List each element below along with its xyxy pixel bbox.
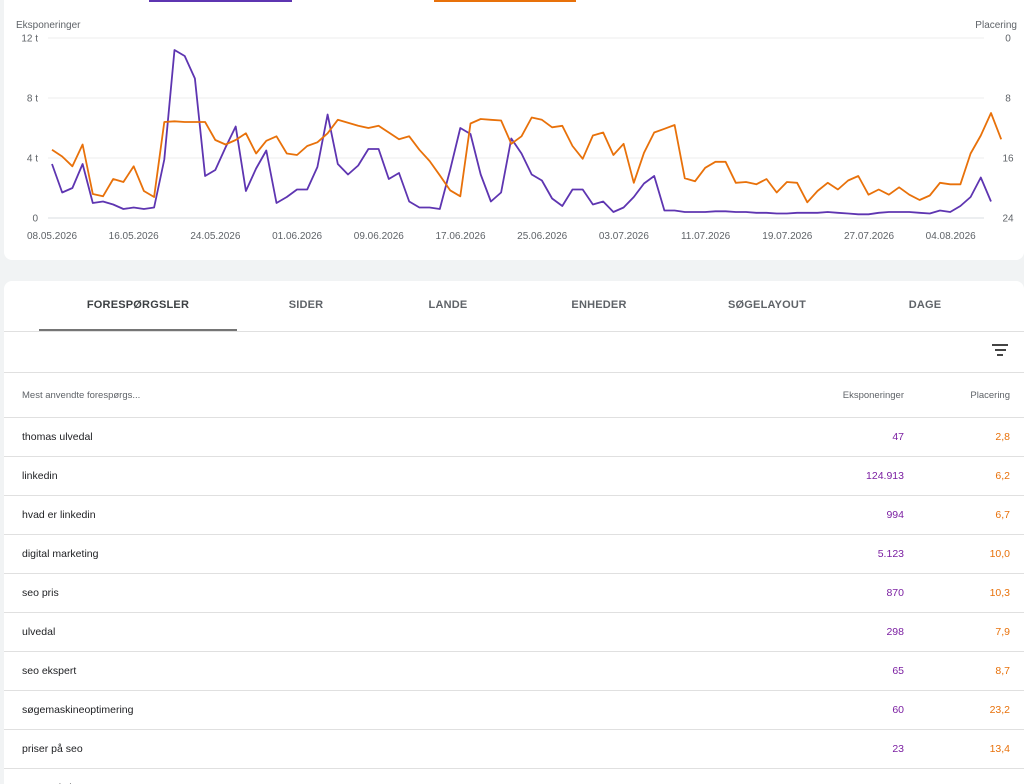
position-cell: 13,4 bbox=[989, 743, 1010, 755]
query-cell: seo pris bbox=[22, 587, 59, 599]
header-impressions[interactable]: Eksponeringer bbox=[842, 390, 904, 401]
header-queries[interactable]: Mest anvendte forespørgs... bbox=[22, 390, 141, 401]
query-cell: linkedin bbox=[22, 470, 58, 482]
filter-bar bbox=[4, 332, 1024, 373]
table-header: Mest anvendte forespørgs... Eksponeringe… bbox=[4, 373, 1024, 418]
right-tick-label: 16 bbox=[1002, 154, 1014, 165]
x-tick-label: 19.07.2026 bbox=[762, 231, 812, 242]
position-cell: 10,0 bbox=[989, 548, 1010, 560]
table-row[interactable]: thomas ulvedal 47 2,8 bbox=[4, 418, 1024, 457]
query-cell: hvad er linkedin bbox=[22, 509, 96, 521]
table-row[interactable]: seo ekspert 65 8,7 bbox=[4, 652, 1024, 691]
impressions-cell: 870 bbox=[886, 587, 904, 599]
x-tick-label: 01.06.2026 bbox=[272, 231, 322, 242]
left-tick-label: 0 bbox=[32, 214, 38, 225]
impressions-cell: 65 bbox=[892, 665, 904, 677]
table-row[interactable]: seo pris 870 10,3 bbox=[4, 574, 1024, 613]
tab-countries[interactable]: LANDE bbox=[428, 299, 468, 311]
table-row[interactable]: priser på seo 23 13,4 bbox=[4, 730, 1024, 769]
dimension-tabs: FORESPØRGSLER SIDER LANDE ENHEDER SØGELA… bbox=[4, 281, 1024, 332]
x-tick-label: 16.05.2026 bbox=[109, 231, 159, 242]
query-cell: ulvedal bbox=[22, 626, 56, 638]
impressions-cell: 5.123 bbox=[877, 548, 904, 560]
right-axis-title: Placering bbox=[975, 20, 1017, 31]
query-cell: seo workshop bbox=[22, 782, 87, 784]
table-body: thomas ulvedal 47 2,8 linkedin 124.913 6,2 hva… bbox=[4, 418, 1024, 784]
position-cell: 2,8 bbox=[995, 431, 1010, 443]
filter-list-icon[interactable] bbox=[992, 344, 1008, 358]
x-tick-label: 08.05.2026 bbox=[27, 231, 77, 242]
position-cell: 23,2 bbox=[989, 704, 1010, 716]
performance-chart-card: 0 24 4 t 16 8 t 8 12 t 0 Eksponeringer Placering 0… bbox=[4, 0, 1024, 260]
impressions-cell: 124.913 bbox=[866, 470, 904, 482]
table-row[interactable]: seo workshop 1 1,0 bbox=[4, 769, 1024, 784]
position-cell: 6,2 bbox=[995, 470, 1010, 482]
right-tick-label: 0 bbox=[1005, 34, 1011, 45]
query-cell: seo ekspert bbox=[22, 665, 77, 677]
header-position[interactable]: Placering bbox=[970, 390, 1010, 401]
impressions-cell: 23 bbox=[892, 743, 904, 755]
position-cell: 10,3 bbox=[989, 587, 1010, 599]
query-cell: thomas ulvedal bbox=[22, 431, 93, 443]
tab-search-appearance[interactable]: SØGELAYOUT bbox=[728, 299, 806, 311]
position-cell: 1,0 bbox=[995, 782, 1010, 784]
impressions-series-line bbox=[51, 49, 992, 216]
x-tick-label: 24.05.2026 bbox=[190, 231, 240, 242]
x-tick-label: 17.06.2026 bbox=[435, 231, 485, 242]
x-tick-label: 03.07.2026 bbox=[599, 231, 649, 242]
tab-queries[interactable]: FORESPØRGSLER bbox=[39, 281, 237, 331]
position-cell: 8,7 bbox=[995, 665, 1010, 677]
tab-pages[interactable]: SIDER bbox=[288, 299, 324, 311]
position-cell: 7,9 bbox=[995, 626, 1010, 638]
x-tick-label: 04.08.2026 bbox=[926, 231, 976, 242]
right-tick-label: 8 bbox=[1005, 94, 1011, 105]
table-card: FORESPØRGSLER SIDER LANDE ENHEDER SØGELA… bbox=[4, 281, 1024, 784]
left-axis-title: Eksponeringer bbox=[16, 20, 81, 31]
impressions-cell: 298 bbox=[886, 626, 904, 638]
x-tick-label: 27.07.2026 bbox=[844, 231, 894, 242]
x-tick-label: 11.07.2026 bbox=[681, 231, 731, 242]
left-tick-label: 12 t bbox=[21, 34, 38, 45]
table-row[interactable]: søgemaskineoptimering 60 23,2 bbox=[4, 691, 1024, 730]
impressions-cell: 1 bbox=[898, 782, 904, 784]
impressions-cell: 994 bbox=[886, 509, 904, 521]
left-tick-label: 8 t bbox=[27, 94, 38, 105]
tab-devices[interactable]: ENHEDER bbox=[571, 299, 627, 311]
table-row[interactable]: digital marketing 5.123 10,0 bbox=[4, 535, 1024, 574]
position-legend-indicator[interactable] bbox=[434, 0, 576, 2]
tab-days[interactable]: DAGE bbox=[908, 299, 942, 311]
impressions-cell: 47 bbox=[892, 431, 904, 443]
x-tick-label: 25.06.2026 bbox=[517, 231, 567, 242]
query-cell: søgemaskineoptimering bbox=[22, 704, 134, 716]
x-tick-label: 09.06.2026 bbox=[354, 231, 404, 242]
table-row[interactable]: linkedin 124.913 6,2 bbox=[4, 457, 1024, 496]
table-row[interactable]: hvad er linkedin 994 6,7 bbox=[4, 496, 1024, 535]
query-cell: digital marketing bbox=[22, 548, 99, 560]
table-row[interactable]: ulvedal 298 7,9 bbox=[4, 613, 1024, 652]
performance-chart: 0 24 4 t 16 8 t 8 12 t 0 Eksponeringer Placering 0… bbox=[16, 20, 1017, 242]
impressions-legend-indicator[interactable] bbox=[149, 0, 292, 2]
left-tick-label: 4 t bbox=[27, 154, 38, 165]
position-cell: 6,7 bbox=[995, 509, 1010, 521]
query-cell: priser på seo bbox=[22, 743, 83, 755]
position-series-line bbox=[51, 112, 1003, 204]
right-tick-label: 24 bbox=[1002, 214, 1014, 225]
impressions-cell: 60 bbox=[892, 704, 904, 716]
